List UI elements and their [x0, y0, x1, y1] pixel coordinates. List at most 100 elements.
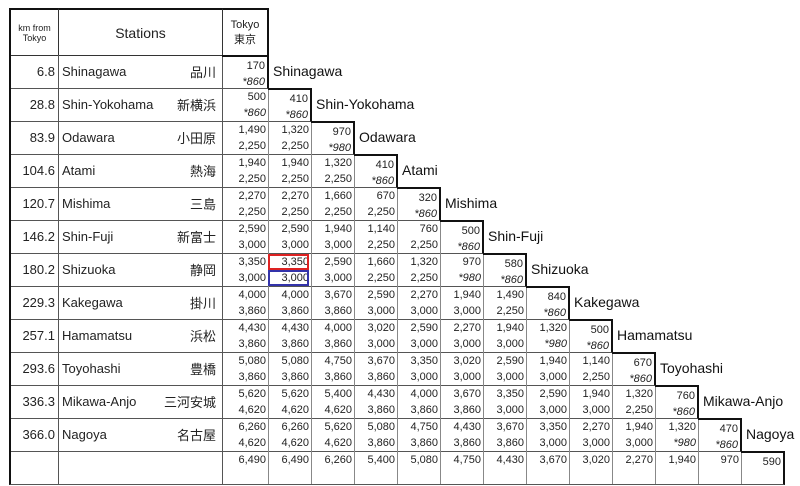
station-name: Odawara — [62, 130, 115, 145]
fare-top: 6,260 — [238, 421, 266, 433]
fare-bottom: 3,860 — [453, 404, 481, 416]
fare-bottom: 2,250 — [496, 305, 524, 317]
fare-bottom: 3,860 — [281, 338, 309, 350]
fare-bottom: 3,000 — [582, 437, 610, 449]
fare-cell: 4,430 3,860 — [440, 418, 484, 452]
fare-bottom: 3,860 — [367, 437, 395, 449]
fare-top: 5,080 — [238, 355, 266, 367]
fare-bottom: 3,000 — [324, 239, 352, 251]
station-japanese: 新富士 — [176, 230, 216, 245]
fare-cell: 5,400 4,620 — [311, 385, 355, 419]
fare-top: 3,350 — [238, 256, 266, 268]
km-header: km from Tokyo — [9, 8, 59, 56]
fare-bottom: 3,860 — [410, 437, 438, 449]
station-japanese: 掛川 — [189, 296, 216, 311]
fare-cell: 2,590 3,000 — [483, 352, 527, 386]
station-japanese: 品川 — [189, 65, 216, 80]
fare-top: 4,000 — [238, 289, 266, 301]
fare-cell: 320 *860 — [397, 187, 441, 221]
fare-bottom: 2,250 — [324, 173, 352, 185]
fare-top: 2,270 — [238, 190, 266, 202]
fare-top: 760 — [419, 223, 438, 235]
fare-cell: 2,270 3,000 — [440, 319, 484, 353]
fare-cell: 1,660 2,250 — [354, 253, 398, 287]
fare-top: 3,670 — [367, 355, 395, 367]
fare-cell: 1,320 2,250 — [397, 253, 441, 287]
fare-bottom: 3,000 — [238, 239, 266, 251]
fare-bottom — [741, 470, 781, 486]
fare-bottom: *860 — [285, 109, 308, 121]
station-name-cell: Shinagawa 品川 — [58, 55, 223, 89]
fare-top: 3,670 — [324, 289, 352, 301]
station-japanese: 熱海 — [189, 164, 216, 179]
fare-cell: 970 — [698, 451, 742, 485]
fare-cell: 5,080 3,860 — [268, 352, 312, 386]
station-name-cell: Nagoya 名古屋 — [58, 418, 223, 452]
fare-top: 5,080 — [367, 421, 395, 433]
fare-bottom: 3,000 — [539, 437, 567, 449]
fare-top: 5,620 — [281, 388, 309, 400]
fare-cell: 1,940 3,000 — [311, 220, 355, 254]
fare-top: 320 — [418, 192, 437, 204]
fare-bottom: 3,000 — [453, 371, 481, 383]
fare-bottom: 3,000 — [496, 338, 524, 350]
fare-bottom: *860 — [586, 340, 609, 352]
fare-top: 6,260 — [324, 454, 352, 466]
fare-top: 5,620 — [238, 388, 266, 400]
fare-bottom: 3,860 — [410, 404, 438, 416]
fare-bottom: 4,620 — [238, 404, 266, 416]
fare-cell: 2,270 3,000 — [397, 286, 441, 320]
fare-bottom — [569, 468, 610, 484]
fare-bottom: 3,000 — [582, 404, 610, 416]
fare-cell: 4,430 3,860 — [222, 319, 269, 353]
fare-top: 6,490 — [238, 454, 266, 466]
fare-top: 410 — [375, 159, 394, 171]
station-name: Shinagawa — [62, 64, 127, 79]
fare-top: 840 — [547, 291, 566, 303]
tokyo-header: Tokyo 東京 — [222, 8, 269, 56]
fare-bottom: 2,250 — [410, 272, 438, 284]
fare-bottom: *860 — [457, 241, 480, 253]
fare-cell: 1,320 *980 — [655, 418, 699, 452]
fare-bottom: *860 — [414, 208, 437, 220]
fare-bottom — [698, 468, 739, 484]
fare-cell: 760 2,250 — [397, 220, 441, 254]
fare-cell: 5,620 4,620 — [268, 385, 312, 419]
tokyo-jp: 東京 — [234, 33, 256, 46]
station-name-cell: Atami 熱海 — [58, 154, 223, 188]
fare-bottom: 3,860 — [238, 305, 266, 317]
fare-cell: 3,350 3,000 — [483, 385, 527, 419]
km-value: 28.8 — [9, 88, 59, 122]
fare-cell: 1,490 2,250 — [222, 121, 269, 155]
fare-cell: 4,430 3,860 — [354, 385, 398, 419]
km-value: 146.2 — [9, 220, 59, 254]
fare-top: 1,940 — [238, 157, 266, 169]
fare-cell: 2,590 3,000 — [397, 319, 441, 353]
fare-top: 170 — [246, 60, 265, 72]
fare-cell: 1,320 2,250 — [268, 121, 312, 155]
fare-cell: 1,140 2,250 — [354, 220, 398, 254]
fare-bottom: 3,000 — [367, 338, 395, 350]
fare-cell: 3,350 3,000 — [526, 418, 570, 452]
fare-top: 2,270 — [625, 454, 653, 466]
fare-top: 1,660 — [324, 190, 352, 202]
fare-top: 1,320 — [281, 124, 309, 136]
fare-top: 3,670 — [496, 421, 524, 433]
km-value: 83.9 — [9, 121, 59, 155]
fare-cell: 970 *980 — [311, 121, 355, 155]
fare-cell: 5,080 3,860 — [222, 352, 269, 386]
fare-bottom: 4,620 — [238, 437, 266, 449]
station-name-cell: Hamamatsu 浜松 — [58, 319, 223, 353]
fare-top: 4,750 — [453, 454, 481, 466]
fare-cell: 4,430 3,860 — [268, 319, 312, 353]
fare-bottom — [612, 468, 653, 484]
fare-cell: 970 *980 — [440, 253, 484, 287]
fare-cell: 2,270 2,250 — [222, 187, 269, 221]
station-name: Toyohashi — [62, 361, 121, 376]
km-value: 120.7 — [9, 187, 59, 221]
fare-cell: 1,940 3,000 — [440, 286, 484, 320]
fare-bottom: 2,250 — [238, 140, 266, 152]
fare-cell: 4,000 3,860 — [268, 286, 312, 320]
fare-bottom: 4,620 — [281, 404, 309, 416]
fare-bottom: 2,250 — [367, 206, 395, 218]
